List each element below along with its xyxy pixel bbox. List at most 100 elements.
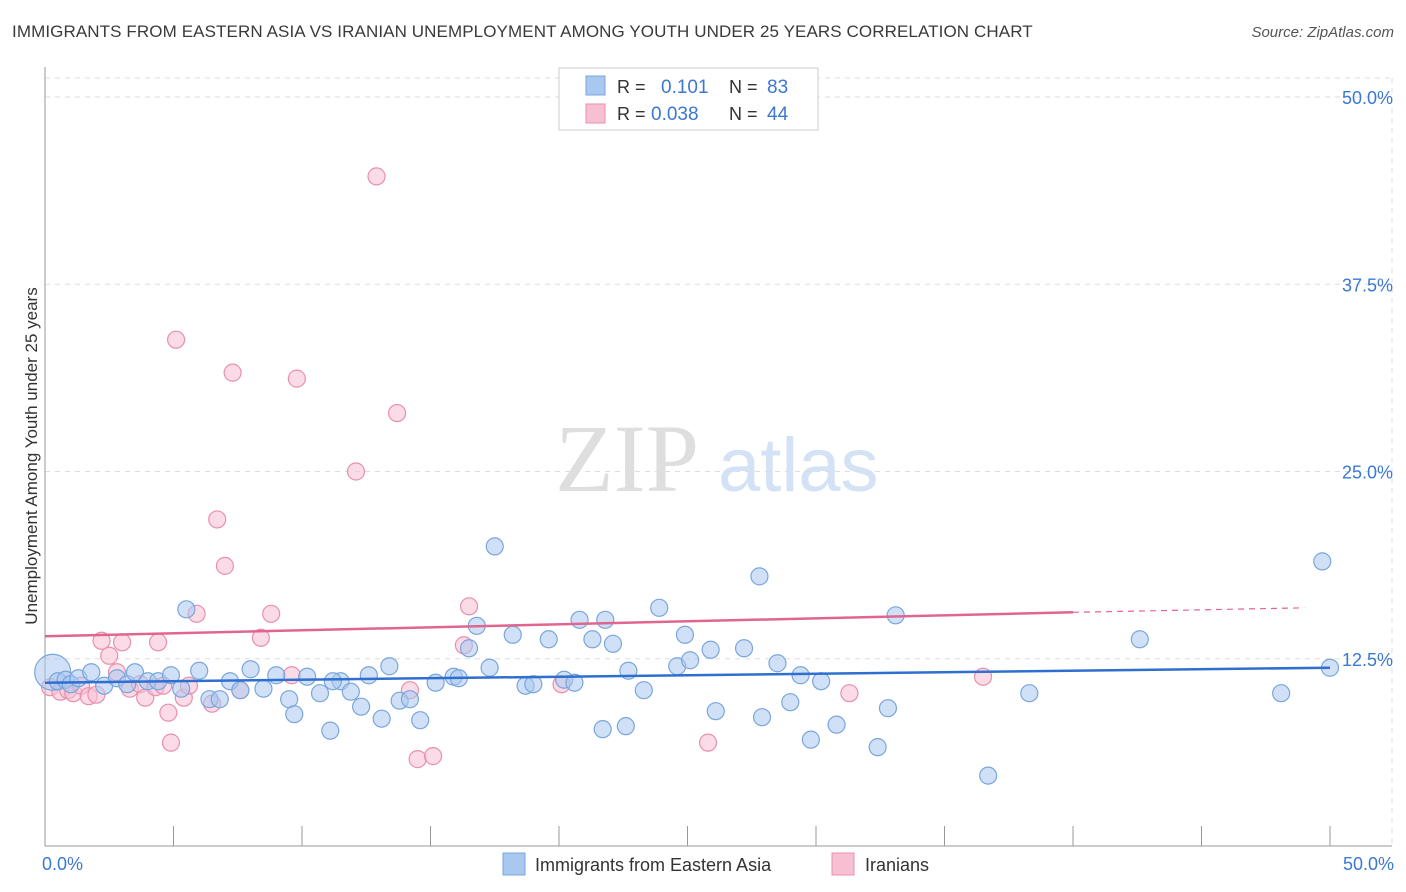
point-eastern-asia	[868, 738, 887, 757]
point-eastern-asia	[459, 639, 479, 658]
point-eastern-asia	[583, 630, 602, 649]
point-eastern-asia	[593, 720, 612, 739]
point-eastern-asia	[400, 690, 420, 709]
point-iranian	[251, 628, 270, 647]
point-eastern-asia	[752, 708, 772, 727]
point-eastern-asia	[750, 567, 769, 586]
point-eastern-asia	[812, 672, 831, 691]
x-tick-label-max: 50.0%	[1343, 854, 1394, 874]
point-eastern-asia	[603, 634, 623, 653]
point-iranian	[698, 733, 718, 752]
watermark-zip: ZIP	[555, 405, 699, 512]
point-iranian	[840, 684, 859, 703]
watermark-atlas: atlas	[718, 423, 879, 508]
legend-r-label-1: R =	[617, 77, 646, 97]
legend-series-label-1: Immigrants from Eastern Asia	[535, 855, 772, 875]
point-iranian	[100, 646, 119, 665]
point-iranian	[148, 633, 168, 652]
point-iranian	[287, 369, 306, 388]
point-eastern-asia	[241, 660, 260, 679]
point-eastern-asia	[1313, 552, 1332, 571]
legend-n-value-2: 44	[767, 104, 789, 125]
point-eastern-asia	[734, 639, 754, 658]
point-eastern-asia	[634, 681, 653, 700]
x-tick-label-min: 0.0%	[42, 854, 83, 874]
point-eastern-asia	[524, 675, 543, 694]
trend-line-iranian-extension	[1072, 607, 1305, 613]
point-iranian	[215, 556, 234, 575]
point-eastern-asia	[596, 610, 615, 629]
point-eastern-asia	[82, 663, 101, 682]
point-iranian	[423, 747, 443, 766]
legend-series-swatch-blue	[502, 852, 526, 876]
legend-stats: R = 0.101 N = 83 R = 0.038 N = 44	[558, 67, 819, 131]
point-eastern-asia	[372, 709, 391, 728]
legend-n-label-2: N =	[729, 104, 758, 124]
legend-swatch-blue	[585, 75, 606, 96]
point-eastern-asia	[298, 667, 317, 686]
legend-series: Immigrants from Eastern Asia Iranians	[502, 852, 929, 876]
point-eastern-asia	[979, 766, 998, 785]
point-eastern-asia	[310, 684, 330, 703]
point-eastern-asia	[210, 690, 229, 709]
point-eastern-asia	[801, 730, 820, 749]
point-iranian	[408, 750, 427, 769]
point-eastern-asia	[503, 625, 522, 644]
axes	[44, 67, 1392, 847]
legend-series-swatch-pink	[831, 852, 855, 876]
point-eastern-asia	[285, 705, 304, 724]
point-eastern-asia	[411, 711, 430, 730]
point-iranian	[223, 363, 242, 382]
point-eastern-asia	[827, 715, 846, 734]
point-eastern-asia	[675, 625, 695, 644]
legend-swatch-pink	[585, 103, 606, 124]
point-eastern-asia	[650, 598, 669, 617]
point-eastern-asia	[539, 630, 558, 649]
trend-line-eastern-asia	[44, 666, 1331, 684]
point-eastern-asia	[161, 666, 181, 685]
chart-title: IMMIGRANTS FROM EASTERN ASIA VS IRANIAN …	[12, 22, 1033, 41]
legend-n-label-1: N =	[729, 77, 758, 97]
point-eastern-asia	[706, 702, 725, 721]
point-eastern-asia	[565, 673, 584, 692]
point-iranian	[459, 597, 479, 616]
point-eastern-asia	[172, 679, 191, 698]
point-eastern-asia	[190, 661, 209, 680]
trend-line-iranian	[44, 611, 1074, 638]
legend-series-label-2: Iranians	[865, 855, 929, 875]
point-iranian	[367, 167, 386, 186]
point-eastern-asia	[321, 721, 340, 740]
point-eastern-asia	[352, 697, 371, 716]
point-iranian	[346, 462, 366, 481]
point-eastern-asia	[768, 654, 787, 673]
point-eastern-asia	[878, 699, 898, 718]
point-iranian	[282, 666, 301, 685]
point-iranian	[166, 330, 186, 349]
point-eastern-asia	[426, 673, 445, 692]
y-tick-labels: 12.5% 25.0% 37.5% 50.0%	[1342, 88, 1393, 670]
point-eastern-asia	[341, 682, 360, 701]
y-tick-label: 25.0%	[1342, 463, 1393, 483]
point-eastern-asia	[177, 600, 196, 619]
point-eastern-asia	[231, 681, 250, 700]
y-tick-label: 12.5%	[1342, 650, 1393, 670]
point-iranian	[92, 631, 111, 650]
point-iranian	[387, 403, 407, 423]
point-eastern-asia	[254, 679, 273, 698]
point-eastern-asia	[323, 672, 342, 691]
point-eastern-asia	[616, 717, 635, 736]
y-tick-label: 50.0%	[1342, 88, 1393, 108]
point-eastern-asia	[701, 640, 720, 659]
point-eastern-asia	[380, 657, 399, 676]
point-eastern-asia	[480, 658, 499, 677]
y-axis-label: Unemployment Among Youth under 25 years	[22, 287, 41, 624]
point-iranian	[161, 733, 181, 752]
point-eastern-asia	[680, 651, 700, 670]
trend-lines	[44, 607, 1331, 684]
legend-n-value-1: 83	[767, 77, 788, 98]
legend-r-label-2: R =	[617, 104, 646, 124]
point-eastern-asia	[781, 693, 800, 712]
point-eastern-asia	[485, 537, 504, 556]
point-eastern-asia	[359, 666, 378, 685]
